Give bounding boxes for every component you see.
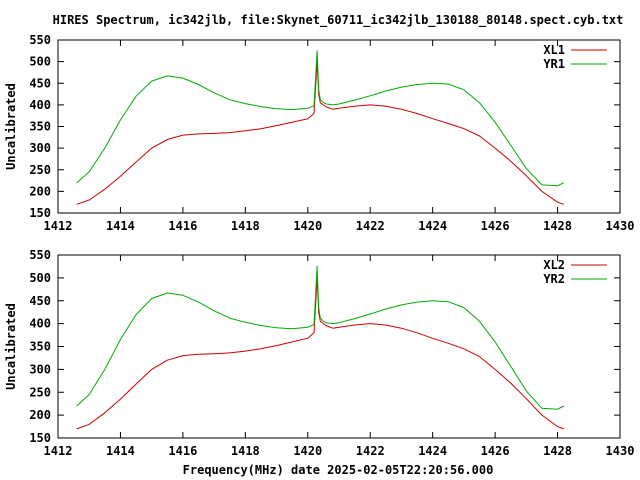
panel-top: 1412 1414 1416 1418 1420 1422 1424 1426 1428 1430… bbox=[4, 33, 634, 233]
x-tick-label: 1420 bbox=[293, 219, 322, 233]
figure-title: HIRES Spectrum, ic342jlb, file:Skynet_60… bbox=[53, 13, 624, 28]
y-tick-label: 200 bbox=[29, 408, 51, 422]
legend-label-xl1: XL1 bbox=[543, 43, 565, 57]
series-line-yr1 bbox=[76, 50, 565, 187]
y-axis-label: Uncalibrated bbox=[4, 303, 18, 390]
y-tick-label: 400 bbox=[29, 317, 51, 331]
y-tick-label: 150 bbox=[29, 431, 51, 445]
y-tick-label: 450 bbox=[29, 76, 51, 90]
y-axis-label: Uncalibrated bbox=[4, 83, 18, 170]
x-tick-label: 1428 bbox=[543, 219, 572, 233]
x-tick-label: 1430 bbox=[606, 219, 635, 233]
x-tick-label: 1418 bbox=[231, 219, 260, 233]
y-tick-label: 250 bbox=[29, 385, 51, 399]
y-tick-label: 550 bbox=[29, 33, 51, 47]
series-line-yr2 bbox=[76, 265, 565, 410]
x-tick-label: 1424 bbox=[418, 219, 447, 233]
x-tick-label: 1430 bbox=[606, 444, 635, 458]
x-tick-label: 1424 bbox=[418, 444, 447, 458]
x-tick-label: 1422 bbox=[356, 444, 385, 458]
y-tick-label: 300 bbox=[29, 362, 51, 376]
x-tick-label: 1428 bbox=[543, 444, 572, 458]
y-tick-label: 550 bbox=[29, 248, 51, 262]
x-tick-label: 1426 bbox=[481, 219, 510, 233]
series-line-xl1 bbox=[76, 61, 564, 205]
x-tick-label: 1414 bbox=[106, 444, 135, 458]
x-tick-label: 1412 bbox=[44, 444, 73, 458]
x-axis-label: Frequency(MHz) date 2025-02-05T22:20:56.… bbox=[183, 463, 494, 477]
y-tick-label: 350 bbox=[29, 340, 51, 354]
y-tick-label: 350 bbox=[29, 120, 51, 134]
y-tick-label: 500 bbox=[29, 55, 51, 69]
x-tick-label: 1416 bbox=[168, 444, 197, 458]
y-tick-label: 150 bbox=[29, 206, 51, 220]
y-tick-label: 200 bbox=[29, 184, 51, 198]
x-tick-label: 1416 bbox=[168, 219, 197, 233]
x-tick-label: 1426 bbox=[481, 444, 510, 458]
x-tick-label: 1422 bbox=[356, 219, 385, 233]
panel-bottom: 1412 1414 1416 1418 1420 1422 1424 1426 1428 1430… bbox=[4, 248, 634, 458]
y-tick-label: 250 bbox=[29, 163, 51, 177]
x-tick-label: 1412 bbox=[44, 219, 73, 233]
legend-label-yr2: YR2 bbox=[543, 272, 565, 286]
y-tick-label: 300 bbox=[29, 141, 51, 155]
x-tick-label: 1414 bbox=[106, 219, 135, 233]
x-tick-label: 1420 bbox=[293, 444, 322, 458]
y-tick-label: 450 bbox=[29, 294, 51, 308]
y-tick-label: 500 bbox=[29, 271, 51, 285]
y-tick-label: 400 bbox=[29, 98, 51, 112]
legend-label-xl2: XL2 bbox=[543, 258, 565, 272]
x-tick-label: 1418 bbox=[231, 444, 260, 458]
series-line-xl2 bbox=[76, 277, 564, 430]
legend-label-yr1: YR1 bbox=[543, 57, 565, 71]
